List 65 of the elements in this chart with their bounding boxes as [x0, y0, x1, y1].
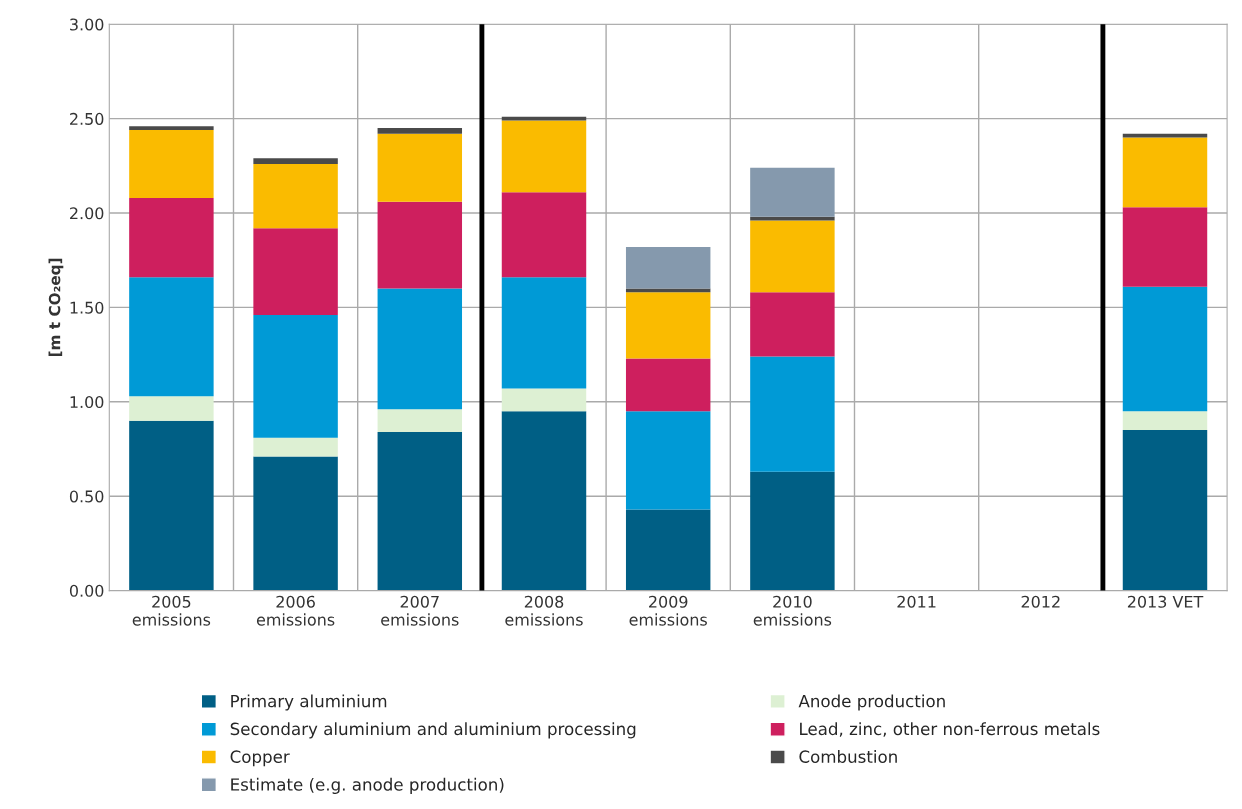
y-tick-label: 0.50 — [69, 490, 104, 503]
bar — [377, 432, 463, 591]
bar — [501, 192, 587, 278]
bar — [501, 411, 587, 591]
bar — [129, 420, 214, 591]
bar — [1122, 411, 1208, 431]
y-axis-title: [m t CO₂eq] — [48, 258, 64, 357]
bar — [750, 292, 835, 357]
y-tick-label: 2.50 — [70, 112, 104, 125]
bar — [1122, 207, 1208, 287]
bar — [377, 288, 463, 410]
bar — [750, 167, 835, 217]
legend-label: Primary aluminium — [231, 694, 387, 711]
bar — [1122, 137, 1208, 208]
x-tick-label: 2012 — [1021, 595, 1060, 608]
bar — [377, 133, 463, 202]
x-tick-label: 2011 — [897, 595, 936, 608]
x-tick-label: 2010 emissions — [753, 595, 832, 626]
x-tick-label: 2006 emissions — [256, 595, 335, 626]
bar — [253, 158, 338, 164]
legend-label: Secondary aluminium and aluminium processing — [230, 722, 636, 739]
bar — [1122, 133, 1208, 138]
bar — [253, 437, 338, 457]
bar — [129, 126, 214, 130]
bar — [129, 277, 214, 397]
bar — [625, 247, 711, 289]
bar — [1122, 430, 1208, 591]
legend-label: Estimate (e.g. anode production) — [231, 777, 504, 794]
bar — [501, 277, 587, 389]
bar — [129, 129, 214, 198]
y-tick-label: 3.00 — [70, 18, 104, 31]
y-tick-label: 1.50 — [70, 301, 104, 314]
legend-label: Anode production — [798, 694, 945, 711]
bar — [253, 163, 338, 229]
bar — [129, 396, 214, 421]
bar — [129, 197, 214, 278]
bar — [253, 228, 338, 315]
y-tick-label: 2.00 — [70, 207, 104, 220]
x-tick-label: 2005 emissions — [132, 595, 211, 626]
bar — [253, 314, 338, 438]
bar — [377, 128, 463, 134]
bar — [377, 409, 463, 433]
legend-label: Combustion — [799, 750, 897, 763]
bar — [377, 201, 463, 289]
bar — [625, 509, 711, 591]
bar — [501, 120, 587, 193]
bar — [625, 358, 711, 412]
legend-label: Copper — [230, 750, 290, 767]
legend-label: Lead, zinc, other non-ferrous metals — [800, 722, 1100, 737]
x-tick-label: 2009 emissions — [629, 595, 707, 626]
bar — [625, 292, 711, 359]
bar — [1122, 286, 1208, 412]
bar — [625, 411, 711, 510]
bar — [253, 456, 338, 591]
bar — [501, 388, 587, 412]
x-tick-label: 2007 emissions — [381, 595, 459, 626]
bar — [750, 356, 835, 472]
y-tick-label: 1.00 — [70, 396, 104, 409]
bar — [750, 216, 835, 221]
x-tick-label: 2013 VET — [1127, 595, 1204, 608]
bar — [501, 116, 587, 121]
x-tick-label: 2008 emissions — [505, 595, 583, 626]
bar — [750, 220, 835, 293]
bar — [750, 471, 835, 591]
y-tick-label: 0.00 — [69, 584, 104, 597]
